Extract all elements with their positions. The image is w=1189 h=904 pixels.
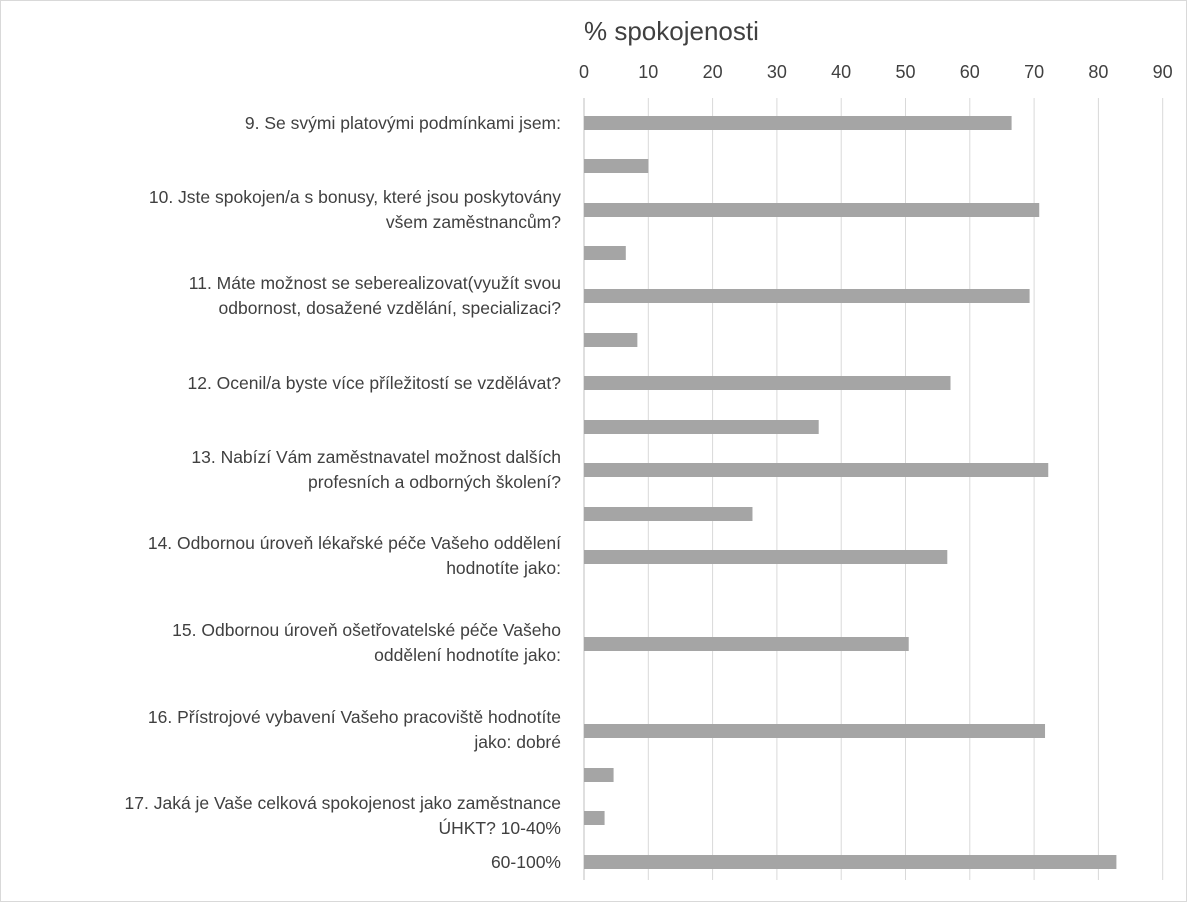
x-tick-label: 70 — [1024, 62, 1044, 82]
category-label: 13. Nabízí Vám zaměstnavatel možnost dal… — [191, 447, 561, 492]
x-tick-label: 20 — [703, 62, 723, 82]
x-tick-label: 40 — [831, 62, 851, 82]
bar — [584, 333, 638, 347]
bar — [584, 724, 1046, 738]
category-label: 15. Odbornou úroveň ošetřovatelské péče … — [172, 620, 561, 665]
category-label: 14. Odbornou úroveň lékařské péče Vašeho… — [147, 533, 561, 578]
bar — [584, 507, 753, 521]
category-label: 11. Máte možnost se seberealizovat(využí… — [188, 273, 561, 318]
x-tick-label: 60 — [960, 62, 980, 82]
bar — [584, 203, 1040, 217]
bar — [584, 550, 948, 564]
x-axis-title: % spokojenosti — [584, 16, 759, 46]
bar — [584, 420, 819, 434]
bar — [584, 463, 1049, 477]
category-label: 17. Jaká je Vaše celková spokojenost jak… — [124, 793, 561, 838]
bar — [584, 289, 1030, 303]
bar — [584, 768, 614, 782]
category-label: 12. Ocenil/a byste více příležitostí se … — [187, 372, 561, 393]
bar — [584, 855, 1117, 869]
category-label: 16. Přístrojové vybavení Vašeho pracoviš… — [147, 707, 561, 752]
category-label: 60-100% — [490, 851, 561, 872]
bar — [584, 246, 626, 260]
x-tick-label: 80 — [1088, 62, 1108, 82]
category-label: 10. Jste spokojen/a s bonusy, které jsou… — [148, 187, 561, 232]
bar — [584, 376, 951, 390]
x-tick-label: 90 — [1153, 62, 1173, 82]
category-label: 9. Se svými platovými podmínkami jsem: — [244, 112, 561, 133]
bar — [584, 116, 1012, 130]
x-tick-label: 30 — [767, 62, 787, 82]
bar — [584, 159, 649, 173]
bar — [584, 637, 909, 651]
x-tick-label: 0 — [579, 62, 589, 82]
x-tick-label: 10 — [638, 62, 658, 82]
bar — [584, 811, 605, 825]
x-tick-label: 50 — [895, 62, 915, 82]
